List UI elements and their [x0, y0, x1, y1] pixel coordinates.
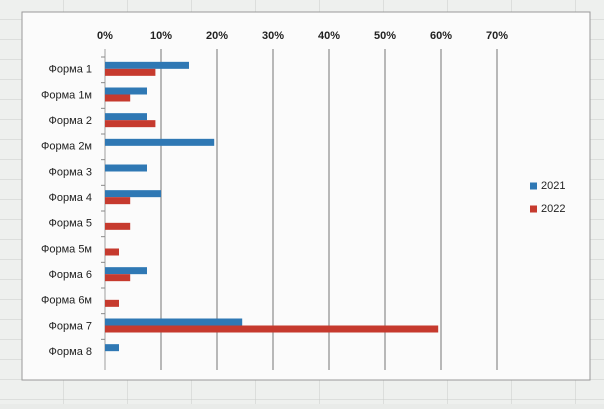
bar [105, 299, 119, 307]
y-tick-label: Форма 2м [41, 141, 92, 153]
y-tick-label: Форма 6м [41, 295, 92, 307]
y-tick-label: Форма 1 [49, 64, 92, 76]
x-tick-label: 30% [262, 30, 284, 42]
x-tick-label: 60% [430, 30, 452, 42]
bar [105, 87, 147, 95]
bar [105, 267, 147, 275]
x-tick-label: 50% [374, 30, 396, 42]
x-tick-label: 10% [150, 30, 172, 42]
bar [105, 138, 215, 146]
bar [105, 94, 131, 102]
y-tick-label: Форма 3 [49, 166, 92, 178]
y-tick-label: Форма 6 [49, 269, 92, 281]
y-tick-label: Форма 2 [49, 115, 92, 127]
bar [105, 318, 243, 326]
bar [105, 120, 156, 128]
bar [105, 344, 119, 352]
legend-swatch [530, 205, 537, 213]
y-tick-label: Форма 4 [49, 192, 92, 204]
bar [105, 197, 131, 205]
y-tick-label: Форма 1м [41, 89, 92, 101]
y-tick-label: Форма 8 [49, 346, 92, 358]
legend-label: 2022 [541, 203, 565, 215]
bar [105, 248, 119, 256]
bar [105, 190, 161, 198]
bar [105, 325, 439, 333]
legend-label: 2021 [541, 180, 565, 192]
bar [105, 61, 189, 69]
x-tick-label: 70% [486, 30, 508, 42]
bar [105, 113, 147, 121]
y-tick-label: Форма 7 [49, 320, 92, 332]
bar [105, 164, 147, 172]
x-tick-label: 20% [206, 30, 228, 42]
y-tick-label: Форма 5 [49, 218, 92, 230]
x-tick-label: 0% [97, 30, 113, 42]
bar [105, 222, 131, 230]
x-tick-label: 40% [318, 30, 340, 42]
bar [105, 274, 131, 282]
y-tick-label: Форма 5м [41, 243, 92, 255]
legend-swatch [530, 182, 537, 190]
bar [105, 68, 156, 76]
